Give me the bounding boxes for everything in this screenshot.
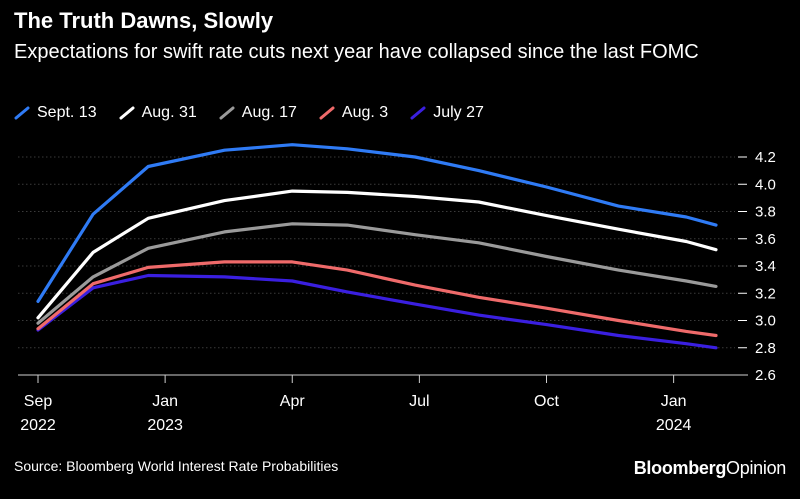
legend-swatch <box>119 106 135 120</box>
x-tick-label: Jan <box>152 393 178 410</box>
legend-swatch <box>319 106 335 120</box>
series-line-aug-31 <box>36 189 718 320</box>
series-line-aug-17 <box>36 222 718 325</box>
x-tick-year-label: 2024 <box>656 417 692 434</box>
y-tick-label: 2.6 <box>755 367 776 384</box>
legend-item: Aug. 31 <box>119 104 197 122</box>
series-lines <box>36 143 718 350</box>
y-tick-label: 3.4 <box>755 258 776 275</box>
y-tick-label: 2.8 <box>755 340 776 357</box>
x-tick-label: Apr <box>280 393 306 410</box>
y-tick-label: 3.8 <box>755 204 776 221</box>
brand-logo: BloombergOpinion <box>633 458 787 479</box>
source-note: Source: Bloomberg World Interest Rate Pr… <box>14 458 339 474</box>
y-tick-label: 3.0 <box>755 313 776 330</box>
x-tick-label: Oct <box>534 393 559 410</box>
series-line-aug-3 <box>36 260 718 338</box>
grid-lines <box>18 156 735 376</box>
chart-title: The Truth Dawns, Slowly <box>14 8 274 33</box>
y-tick-label: 3.2 <box>755 285 776 302</box>
legend-item: Sept. 13 <box>14 104 97 122</box>
legend-item: July 27 <box>410 104 484 122</box>
y-tick-label: 3.6 <box>755 231 776 248</box>
y-tick-label: 4.0 <box>755 176 776 193</box>
series-line-july-27 <box>36 273 718 350</box>
y-tick-label: 4.2 <box>755 149 776 166</box>
legend-swatch <box>410 106 426 120</box>
legend: Sept. 13 Aug. 31 Aug. 17 Aug. 3 July 27 <box>14 104 484 122</box>
chart-subtitle: Expectations for swift rate cuts next ye… <box>14 41 699 63</box>
legend-label: Sept. 13 <box>37 104 97 121</box>
legend-label: Aug. 17 <box>241 104 297 121</box>
x-tick-year-label: 2023 <box>147 417 183 434</box>
legend-label: Aug. 31 <box>141 104 197 121</box>
legend-label: July 27 <box>433 104 484 121</box>
x-tick-label: Jul <box>409 393 429 410</box>
legend-item: Aug. 3 <box>319 104 388 122</box>
brand-part2: Opinion <box>726 458 786 478</box>
legend-item: Aug. 17 <box>219 104 297 122</box>
x-tick-label: Sep <box>24 393 53 410</box>
legend-swatch <box>219 106 235 120</box>
axes: 2.6 2.8 3.0 3.2 3.4 3.6 3.8 4.0 4.2 Sep 2022 Jan 202… <box>18 149 776 434</box>
x-tick-label: Jan <box>661 393 687 410</box>
legend-swatch <box>14 106 30 120</box>
legend-label: Aug. 3 <box>341 104 389 121</box>
brand-part1: Bloomberg <box>633 458 727 478</box>
series-line-sept-13 <box>36 143 718 303</box>
x-tick-year-label: 2022 <box>20 417 56 434</box>
